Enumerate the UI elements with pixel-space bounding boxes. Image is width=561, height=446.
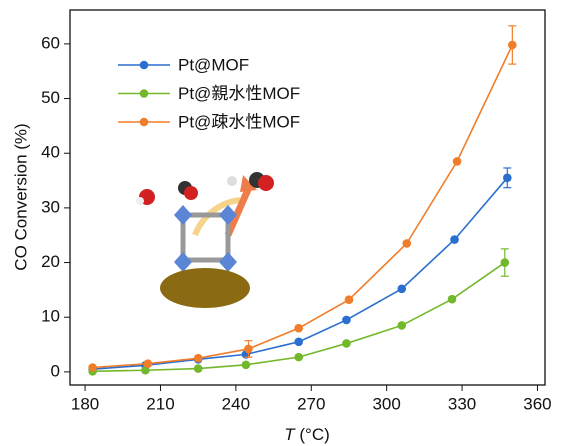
data-point <box>294 324 303 333</box>
legend-marker <box>140 61 149 70</box>
legend-marker <box>140 118 149 127</box>
data-point <box>194 354 203 363</box>
x-axis-label: T (°C) <box>284 425 330 444</box>
data-point <box>88 363 97 372</box>
data-point <box>194 364 203 373</box>
data-point <box>453 157 462 166</box>
y-tick-label: 0 <box>51 361 60 380</box>
data-point <box>294 338 303 347</box>
data-point <box>450 235 459 244</box>
y-tick-label: 60 <box>41 33 60 52</box>
legend-marker <box>140 89 149 98</box>
x-tick-label: 270 <box>297 394 325 413</box>
data-point <box>508 41 517 50</box>
x-tick-label: 240 <box>222 394 250 413</box>
x-tick-label: 180 <box>71 394 99 413</box>
data-point <box>397 321 406 330</box>
x-tick-label: 330 <box>448 394 476 413</box>
x-tick-label: 360 <box>523 394 551 413</box>
data-point <box>342 316 351 325</box>
x-label-symbol: T <box>284 425 296 444</box>
y-tick-label: 10 <box>41 307 60 326</box>
y-tick-label: 40 <box>41 143 60 162</box>
data-point <box>242 360 251 369</box>
data-point <box>294 353 303 362</box>
data-point <box>345 295 354 304</box>
legend-label: Pt@疎水性MOF <box>178 112 300 131</box>
data-point <box>402 239 411 248</box>
y-axis-label: CO Conversion (%) <box>11 123 30 270</box>
legend-label: Pt@親水性MOF <box>178 84 300 103</box>
data-point <box>500 258 509 267</box>
y-tick-label: 20 <box>41 252 60 271</box>
x-tick-label: 300 <box>372 394 400 413</box>
data-point <box>342 339 351 348</box>
illustration <box>136 172 274 308</box>
x-tick-label: 210 <box>146 394 174 413</box>
data-point <box>144 359 153 368</box>
y-tick-label: 30 <box>41 197 60 216</box>
legend-label: Pt@MOF <box>178 55 249 74</box>
data-point <box>503 174 512 183</box>
data-point <box>448 295 457 304</box>
data-point <box>244 345 253 354</box>
data-point <box>397 284 406 293</box>
x-label-unit: (°C) <box>299 425 329 444</box>
chart: T (°C) CO Conversion (%) 180210240270300… <box>0 0 561 446</box>
y-tick-label: 50 <box>41 88 60 107</box>
